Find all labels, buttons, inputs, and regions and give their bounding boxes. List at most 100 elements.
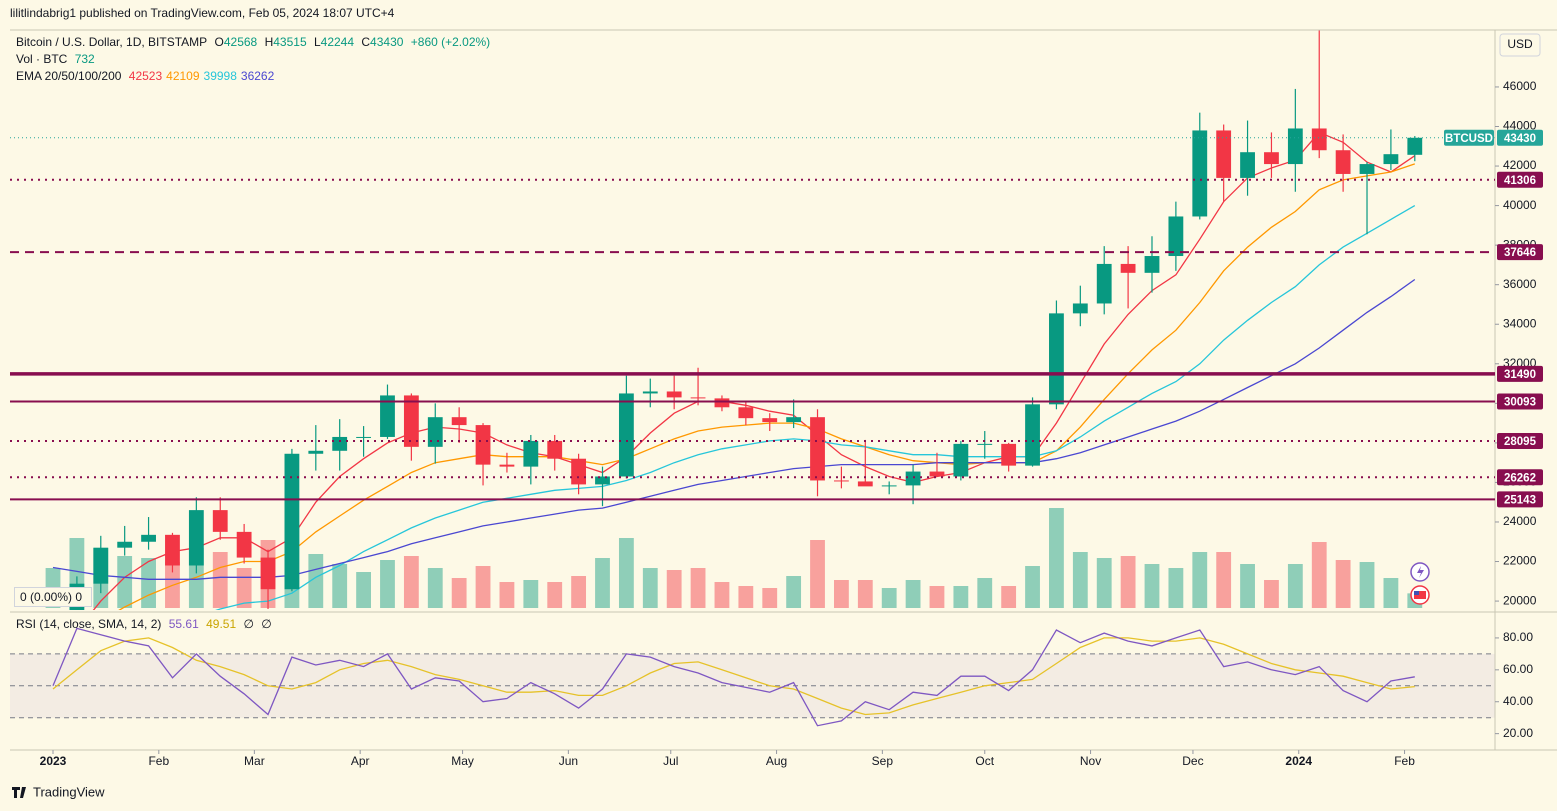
volume-bar bbox=[356, 572, 371, 608]
volume-bar bbox=[212, 552, 228, 608]
candle-body bbox=[857, 481, 873, 487]
ema-legend: EMA 20/50/100/200 42523 42109 39998 36262 bbox=[16, 69, 278, 83]
candle-body bbox=[332, 436, 348, 451]
candle-body bbox=[690, 397, 706, 399]
candle-body bbox=[1144, 256, 1160, 273]
candle-body bbox=[188, 510, 204, 566]
level-label-box bbox=[1497, 365, 1543, 382]
candle-body bbox=[236, 531, 252, 558]
rsi-y-tick-label: 20.00 bbox=[1503, 726, 1533, 740]
y-tick-label: 36000 bbox=[1503, 277, 1537, 291]
rsi-y-tick-label: 60.00 bbox=[1503, 662, 1533, 676]
x-tick-label: Dec bbox=[1182, 754, 1203, 768]
volume-bar bbox=[1383, 578, 1399, 608]
last-price-label: 43430 bbox=[1504, 133, 1536, 145]
ema-title: EMA 20/50/100/200 bbox=[16, 69, 122, 83]
volume-bar bbox=[1001, 586, 1017, 608]
candle-body bbox=[1001, 443, 1017, 466]
publish-header: lilitlindabrig1 published on TradingView… bbox=[10, 6, 395, 20]
x-tick-label: Nov bbox=[1080, 754, 1101, 768]
y-tick-label: 22000 bbox=[1503, 554, 1537, 568]
volume-bar bbox=[547, 582, 563, 608]
x-tick-label: Aug bbox=[766, 754, 787, 768]
candle-body bbox=[380, 395, 395, 437]
level-label: 37646 bbox=[1504, 247, 1536, 259]
volume-bar bbox=[499, 582, 515, 608]
ema-value: 42109 bbox=[166, 69, 200, 83]
y-tick-label: 40000 bbox=[1503, 198, 1537, 212]
level-label-box bbox=[1497, 244, 1543, 261]
footer-brand: TradingView bbox=[33, 784, 105, 799]
volume-bar bbox=[905, 580, 921, 608]
volume-bar bbox=[786, 576, 802, 608]
volume-bar bbox=[595, 558, 610, 608]
candle-body bbox=[571, 458, 587, 485]
open-value: 42568 bbox=[223, 35, 258, 49]
candle-body bbox=[1407, 137, 1423, 155]
volume-bar bbox=[451, 578, 467, 608]
volume-bar bbox=[881, 588, 897, 608]
volume-bar bbox=[810, 540, 825, 608]
volume-bar bbox=[1240, 564, 1255, 608]
volume-bar bbox=[1216, 552, 1232, 608]
volume-bar bbox=[1264, 580, 1279, 608]
x-tick-label: Jun bbox=[559, 754, 578, 768]
candle-body bbox=[1168, 216, 1184, 257]
candle-body bbox=[1240, 152, 1255, 178]
marker-text: 0 (0.00%) 0 bbox=[20, 590, 83, 604]
icons bbox=[1410, 562, 1430, 605]
candle-body bbox=[451, 417, 467, 426]
candle-body bbox=[595, 476, 610, 485]
currency-box bbox=[1499, 33, 1541, 57]
y-tick-label: 46000 bbox=[1503, 79, 1537, 93]
currency-label: USD bbox=[1507, 37, 1533, 51]
flag-icon bbox=[1414, 591, 1426, 599]
candle-body bbox=[308, 450, 324, 454]
level-label-box bbox=[1497, 469, 1543, 486]
volume-bar bbox=[1096, 558, 1112, 608]
x-tick-label: Jul bbox=[663, 754, 678, 768]
level-label-box bbox=[1497, 393, 1543, 410]
symbol-legend: Bitcoin / U.S. Dollar, 1D, BITSTAMP O425… bbox=[16, 35, 494, 49]
change-value: +860 (+2.02%) bbox=[410, 35, 491, 49]
candle-body bbox=[762, 418, 778, 423]
volume-bar bbox=[1120, 556, 1136, 608]
level-label: 26262 bbox=[1504, 472, 1536, 484]
y-tick-label: 24000 bbox=[1503, 514, 1537, 528]
volume-bar bbox=[834, 580, 849, 608]
volume-bar bbox=[1359, 562, 1375, 608]
candle-body bbox=[547, 440, 563, 459]
close-value: 43430 bbox=[370, 35, 404, 49]
volume-legend: Vol · BTC 732 bbox=[16, 52, 99, 66]
level-label-box bbox=[1497, 171, 1543, 188]
y-tick-label: 20000 bbox=[1503, 593, 1537, 607]
candle-body bbox=[1335, 150, 1351, 174]
candle-body bbox=[117, 541, 133, 548]
volume-bar bbox=[571, 576, 587, 608]
candle-body bbox=[810, 417, 825, 481]
volume-bar bbox=[141, 558, 156, 608]
candle-body bbox=[1192, 130, 1208, 217]
footer-logo: TradingView bbox=[12, 784, 105, 799]
volume-bar bbox=[977, 578, 993, 608]
high-value: 43515 bbox=[273, 35, 307, 49]
volume-bar bbox=[762, 588, 778, 608]
candle-body bbox=[618, 393, 634, 477]
candle-body bbox=[1383, 154, 1399, 165]
level-label: 30093 bbox=[1504, 397, 1536, 409]
ema-value: 39998 bbox=[203, 69, 237, 83]
symbol-label-box bbox=[1444, 129, 1494, 146]
candle-body bbox=[929, 471, 945, 477]
rsi-value: 55.61 bbox=[168, 617, 199, 631]
ohlc-label: C bbox=[361, 35, 371, 49]
volume-bar bbox=[117, 556, 133, 608]
level-label-box bbox=[1497, 433, 1543, 450]
x-tick-label: Feb bbox=[148, 754, 169, 768]
candle-body bbox=[1287, 128, 1303, 165]
x-tick-label: Feb bbox=[1394, 754, 1415, 768]
volume-bar bbox=[1072, 552, 1088, 608]
flag-canton bbox=[1414, 591, 1419, 595]
volume-bar bbox=[427, 568, 443, 608]
